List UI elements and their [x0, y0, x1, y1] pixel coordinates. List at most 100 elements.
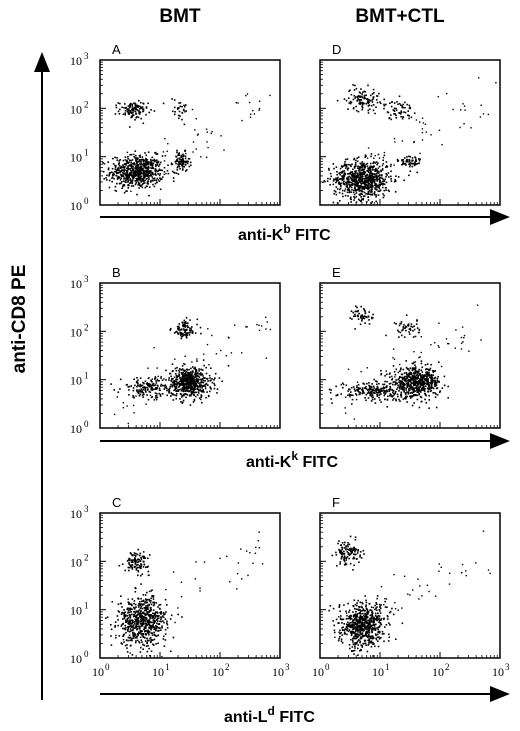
data-point: [374, 184, 376, 187]
data-point: [177, 390, 180, 392]
data-point: [363, 162, 365, 165]
data-point: [157, 173, 159, 175]
data-point: [460, 336, 463, 339]
data-point: [144, 557, 146, 559]
data-point: [144, 179, 146, 182]
data-point: [378, 178, 381, 180]
data-point: [361, 106, 364, 109]
data-point: [408, 117, 410, 120]
data-point: [185, 378, 187, 380]
data-point: [371, 389, 373, 392]
data-point: [129, 104, 131, 106]
data-point: [399, 386, 401, 389]
data-point: [189, 161, 192, 164]
data-point: [370, 189, 373, 192]
data-point: [425, 368, 428, 370]
data-point: [136, 614, 138, 617]
data-point: [142, 648, 144, 650]
data-point: [383, 383, 386, 386]
data-point: [348, 90, 350, 92]
data-point: [140, 603, 143, 605]
data-point: [144, 620, 147, 622]
data-point: [383, 151, 386, 154]
data-point: [154, 170, 157, 173]
data-point: [145, 160, 147, 162]
data-point: [131, 175, 133, 178]
data-point: [152, 624, 154, 627]
data-point: [120, 177, 122, 180]
data-point: [178, 161, 180, 163]
data-point: [365, 94, 367, 97]
data-point: [392, 383, 394, 386]
data-point: [364, 186, 367, 189]
data-point: [203, 364, 205, 367]
data-point: [414, 364, 416, 367]
data-point: [353, 166, 356, 168]
data-point: [374, 188, 377, 190]
data-point: [135, 395, 137, 397]
data-point: [201, 401, 203, 404]
data-point: [385, 181, 388, 184]
data-point: [142, 173, 145, 176]
data-point: [435, 393, 437, 395]
data-point: [365, 103, 368, 105]
data-point: [390, 170, 392, 173]
data-point: [174, 383, 177, 385]
data-point: [120, 182, 122, 185]
data-point: [144, 637, 146, 639]
data-point: [398, 95, 401, 98]
data-point: [175, 376, 178, 379]
data-point: [196, 323, 198, 326]
data-point: [160, 375, 162, 378]
data-point: [411, 157, 414, 159]
data-point: [200, 332, 202, 335]
data-point: [194, 367, 197, 370]
data-point: [134, 384, 136, 387]
data-point: [148, 619, 150, 621]
data-point: [388, 383, 391, 385]
data-point: [108, 179, 111, 182]
data-point: [374, 169, 376, 171]
data-point: [387, 189, 390, 192]
data-point: [127, 626, 129, 628]
data-point: [190, 385, 192, 387]
data-point: [114, 166, 117, 168]
data-point: [192, 366, 194, 368]
data-point: [382, 186, 384, 189]
data-point: [169, 387, 171, 390]
data-point: [252, 109, 254, 112]
data-point: [353, 418, 356, 420]
data-point: [182, 380, 184, 383]
data-point: [358, 190, 360, 192]
data-point: [156, 379, 159, 382]
data-point: [368, 311, 370, 313]
data-point: [147, 388, 149, 390]
data-point: [384, 178, 386, 181]
data-point: [146, 641, 148, 644]
data-point: [460, 109, 462, 111]
data-point: [130, 163, 132, 166]
data-point: [141, 624, 144, 627]
data-point: [421, 371, 424, 373]
scatter-panel-d: D: [319, 42, 501, 206]
data-point: [185, 381, 188, 383]
data-point: [377, 387, 379, 390]
data-point: [334, 178, 336, 181]
data-point: [419, 373, 422, 375]
data-point: [181, 162, 183, 165]
data-point: [120, 167, 122, 169]
data-point: [265, 328, 267, 330]
data-point: [376, 169, 378, 171]
data-point: [347, 195, 349, 197]
data-point: [181, 402, 184, 404]
data-point: [177, 173, 180, 175]
data-point: [126, 615, 129, 617]
data-point: [418, 356, 420, 359]
data-point: [181, 118, 183, 121]
data-point: [368, 101, 370, 103]
data-point: [347, 173, 349, 175]
data-point: [382, 159, 384, 162]
data-point: [138, 160, 141, 163]
data-point: [419, 374, 422, 377]
data-point: [200, 394, 202, 396]
